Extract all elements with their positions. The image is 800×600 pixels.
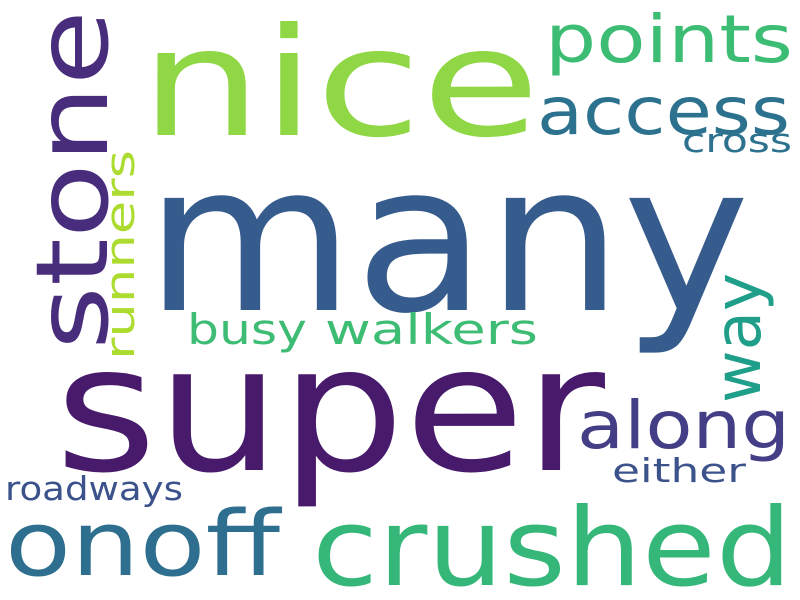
word-stone: stone xyxy=(14,10,131,350)
word-points: points xyxy=(545,1,793,78)
word-either: either xyxy=(612,451,747,490)
word-onoff: onoff xyxy=(5,492,282,597)
word-roadways: roadways xyxy=(5,469,183,508)
word-access: access xyxy=(537,73,790,150)
word-runners: runners xyxy=(98,150,144,360)
word-walkers: walkers xyxy=(325,305,538,354)
word-crushed: crushed xyxy=(312,486,792,600)
word-many: many xyxy=(145,121,750,359)
word-nice: nice xyxy=(140,0,540,171)
word-cross: cross xyxy=(682,121,792,160)
word-super: super xyxy=(55,309,605,512)
word-along: along xyxy=(577,387,790,464)
word-busy: busy xyxy=(187,305,307,354)
word-way: way xyxy=(702,273,776,403)
